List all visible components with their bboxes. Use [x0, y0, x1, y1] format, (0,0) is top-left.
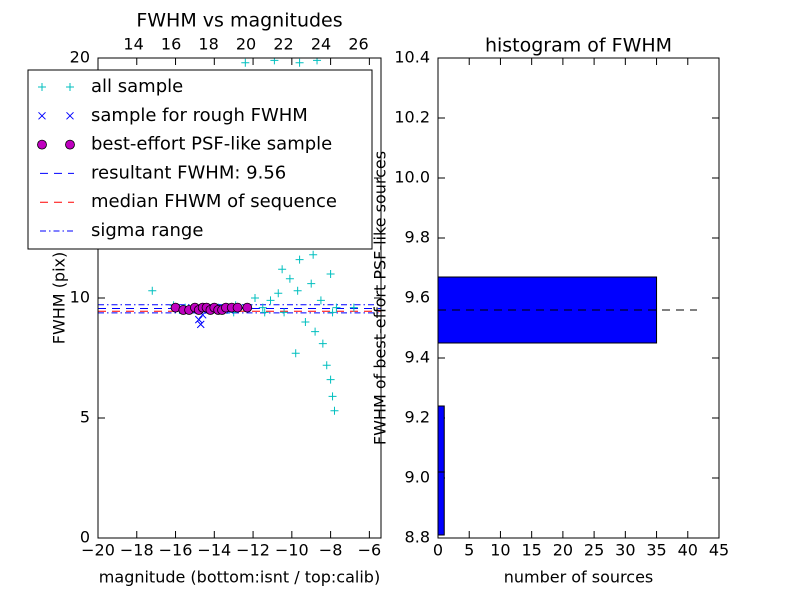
chart-title: FWHM vs magnitudes: [136, 10, 342, 32]
x-tick-label: −16: [159, 541, 193, 560]
point: [295, 58, 304, 67]
top-tick-label: 16: [161, 35, 181, 54]
x-tick-label: −12: [236, 541, 270, 560]
point: [293, 286, 302, 295]
point: [148, 286, 157, 295]
x-tick-label: 40: [678, 541, 698, 560]
x-tick-label: −6: [358, 541, 382, 560]
legend-label: best-effort PSF-like sample: [91, 134, 332, 155]
point: [330, 406, 339, 415]
point: [232, 302, 243, 313]
legend-label: median FHWM of sequence: [91, 191, 337, 212]
x-tick-label: −10: [275, 541, 309, 560]
x-tick-label: 25: [584, 541, 604, 560]
x-tick-label: 15: [521, 541, 541, 560]
point: [278, 265, 287, 274]
point: [280, 308, 289, 317]
point: [65, 139, 75, 150]
x-tick-label: −20: [81, 541, 115, 560]
legend-label: sample for rough FWHM: [91, 105, 308, 126]
y-axis-label: FWHM of best-effort PSF-like sources: [371, 151, 390, 445]
point: [328, 308, 337, 317]
point: [311, 327, 320, 336]
y-tick-label: 10.0: [394, 168, 430, 187]
y-tick-label: 10.2: [394, 108, 430, 127]
chart-title: histogram of FWHM: [485, 35, 672, 57]
y-tick-label: 5: [80, 408, 90, 427]
x-tick-label: 20: [553, 541, 573, 560]
top-tick-label: 26: [348, 35, 368, 54]
x-tick-label: 0: [433, 541, 443, 560]
point: [326, 270, 335, 278]
y-axis-label: FWHM (pix): [50, 252, 69, 345]
point: [266, 296, 275, 305]
top-tick-label: 24: [311, 35, 331, 54]
point: [295, 255, 304, 264]
point: [66, 83, 74, 91]
x-axis-label: number of sources: [504, 568, 654, 587]
x-tick-label: 10: [490, 541, 510, 560]
y-tick-label: 10.4: [394, 48, 430, 67]
bar: [437, 405, 445, 473]
point: [291, 349, 300, 358]
y-tick-label: 9.6: [405, 288, 430, 307]
x-tick-label: 45: [709, 541, 729, 560]
point: [316, 296, 325, 305]
point: [260, 308, 269, 317]
point: [328, 392, 337, 401]
axes-frame: [97, 57, 382, 539]
top-tick-label: 22: [273, 35, 293, 54]
x-tick-label: 35: [646, 541, 666, 560]
point: [38, 111, 46, 120]
top-tick-label: 20: [236, 35, 256, 54]
point: [258, 303, 267, 312]
point: [66, 111, 74, 120]
point: [349, 303, 358, 312]
point: [274, 289, 283, 298]
point: [285, 274, 294, 283]
x-tick-label: −14: [197, 541, 231, 560]
y-tick-label: 9.2: [405, 408, 430, 427]
point: [307, 279, 316, 288]
point: [241, 58, 250, 67]
point: [322, 361, 331, 370]
top-tick-label: 18: [198, 35, 218, 54]
legend: [27, 69, 373, 250]
plot-area: [98, 58, 381, 415]
point: [326, 375, 335, 384]
y-tick-label: 10: [70, 288, 90, 307]
y-tick-label: 0: [80, 528, 90, 547]
y-tick-label: 20: [70, 48, 90, 67]
point: [251, 294, 260, 302]
y-tick-label: 9.4: [405, 348, 430, 367]
legend-label: sigma range: [91, 220, 203, 241]
point: [313, 58, 322, 65]
point: [270, 58, 279, 65]
point: [242, 302, 253, 313]
bar: [437, 471, 445, 536]
point: [194, 315, 203, 324]
point: [38, 83, 46, 91]
top-tick-label: 14: [123, 35, 143, 54]
point: [332, 303, 341, 312]
x-tick-label: −8: [319, 541, 343, 560]
point: [318, 339, 327, 348]
legend-label: all sample: [91, 76, 183, 97]
point: [309, 250, 318, 259]
x-tick-label: 30: [615, 541, 635, 560]
y-tick-label: 8.8: [405, 528, 430, 547]
x-tick-label: −18: [120, 541, 154, 560]
point: [301, 318, 310, 326]
point: [37, 139, 47, 150]
legend-label: resultant FWHM: 9.56: [91, 162, 286, 183]
x-axis-label: magnitude (bottom:isnt / top:calib): [99, 568, 380, 587]
point: [196, 320, 205, 329]
y-tick-label: 9.0: [405, 468, 430, 487]
y-tick-label: 9.8: [405, 228, 430, 247]
axes-frame: [437, 57, 720, 539]
x-tick-label: 5: [464, 541, 474, 560]
